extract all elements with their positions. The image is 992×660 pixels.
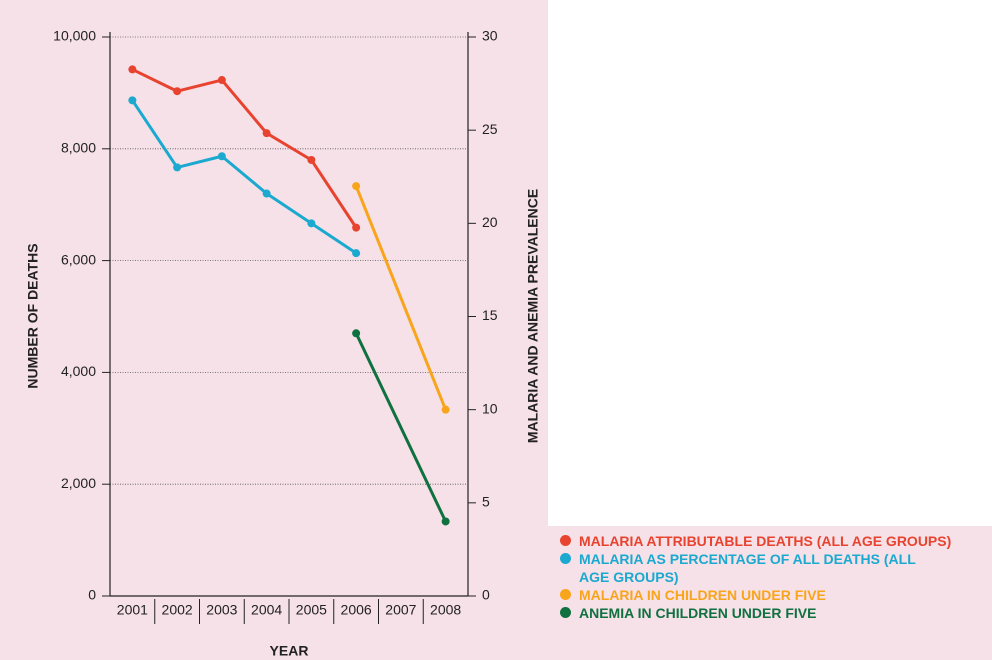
data-point xyxy=(307,219,316,228)
legend-item: MALARIA AS PERCENTAGE OF ALL DEATHS (ALL… xyxy=(560,550,992,586)
y2-tick-label: 10 xyxy=(482,400,498,416)
y-tick-label: 10,000 xyxy=(53,28,96,44)
data-point xyxy=(217,152,226,161)
x-tick-label: 2002 xyxy=(162,602,193,618)
y-tick-label: 2,000 xyxy=(61,475,96,491)
data-point xyxy=(217,76,226,85)
series-line xyxy=(354,332,447,523)
legend-marker xyxy=(560,553,571,564)
legend-label: MALARIA IN CHILDREN UNDER FIVE xyxy=(579,587,826,603)
y2-tick-label: 15 xyxy=(482,307,498,323)
legend-marker xyxy=(560,589,571,600)
data-point xyxy=(128,96,137,105)
x-tick-label: 2001 xyxy=(117,602,148,618)
x-tick-label: 2006 xyxy=(341,602,372,618)
data-point xyxy=(352,223,361,232)
y-tick-label: 6,000 xyxy=(61,251,96,267)
y2-tick-label: 20 xyxy=(482,214,498,230)
legend-label: MALARIA ATTRIBUTABLE DEATHS (ALL AGE GRO… xyxy=(579,533,952,549)
data-point xyxy=(352,249,361,258)
data-point xyxy=(262,129,271,138)
data-point xyxy=(441,517,450,526)
data-point xyxy=(128,65,137,74)
x-tick-label: 2004 xyxy=(251,602,282,618)
data-point xyxy=(441,405,450,414)
legend: MALARIA ATTRIBUTABLE DEATHS (ALL AGE GRO… xyxy=(548,526,992,660)
legend-marker xyxy=(560,607,571,618)
y-tick-label: 4,000 xyxy=(61,363,96,379)
legend-marker xyxy=(560,535,571,546)
x-tick-label: 2003 xyxy=(206,602,237,618)
chart-background xyxy=(0,0,548,660)
data-point xyxy=(173,87,182,96)
legend-item: MALARIA IN CHILDREN UNDER FIVE xyxy=(560,586,992,604)
data-point xyxy=(352,182,361,191)
series-line xyxy=(354,185,448,411)
y2-tick-label: 0 xyxy=(482,587,490,603)
y-axis-title: NUMBER OF DEATHS xyxy=(25,243,41,388)
x-tick-label: 2005 xyxy=(296,602,327,618)
y2-tick-label: 5 xyxy=(482,494,490,510)
x-tick-label: 2007 xyxy=(385,602,416,618)
series-line xyxy=(131,99,357,255)
x-axis-title: YEAR xyxy=(270,643,309,659)
y2-tick-label: 30 xyxy=(482,28,498,44)
data-point xyxy=(173,163,182,172)
x-tick-label: 2008 xyxy=(430,602,461,618)
y-tick-label: 8,000 xyxy=(61,140,96,156)
legend-label: MALARIA AS PERCENTAGE OF ALL DEATHS (ALL… xyxy=(579,551,916,585)
legend-item: MALARIA ATTRIBUTABLE DEATHS (ALL AGE GRO… xyxy=(560,532,992,550)
legend-label: ANEMIA IN CHILDREN UNDER FIVE xyxy=(579,605,817,621)
legend-item: ANEMIA IN CHILDREN UNDER FIVE xyxy=(560,604,992,622)
data-point xyxy=(307,155,316,164)
data-point xyxy=(262,189,271,198)
data-point xyxy=(352,329,361,338)
y2-axis-title: MALARIA AND ANEMIA PREVALENCE xyxy=(525,189,541,443)
series-line xyxy=(131,68,358,229)
y2-tick-label: 25 xyxy=(482,121,498,137)
y-tick-label: 0 xyxy=(88,587,96,603)
